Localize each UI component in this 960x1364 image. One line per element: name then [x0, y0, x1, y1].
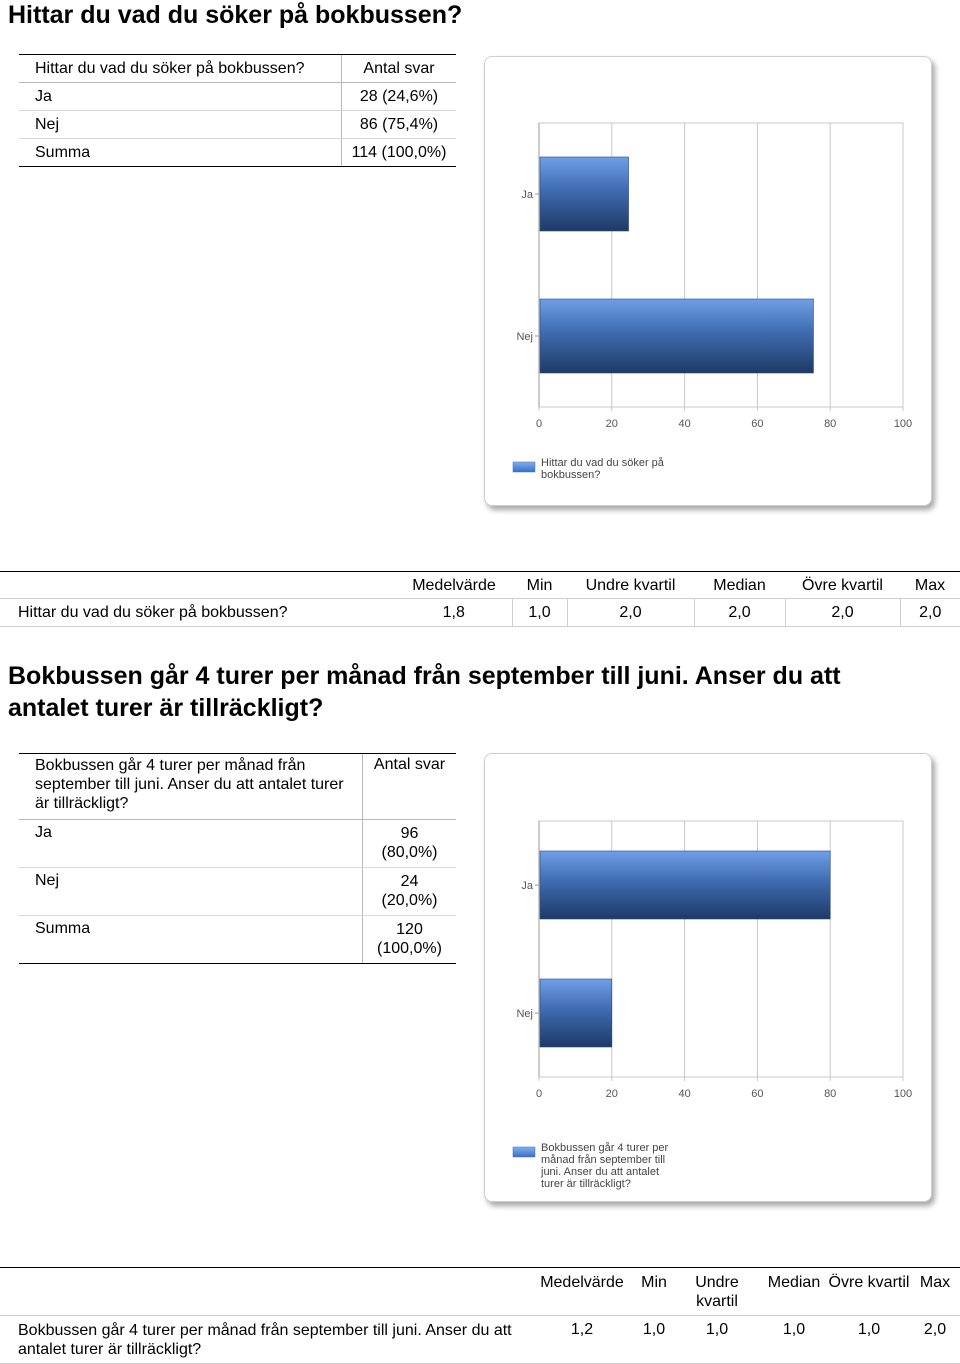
question-header: Hittar du vad du söker på bokbussen?	[19, 54, 342, 83]
stats-row: Hittar du vad du söker på bokbussen? 1,8…	[0, 598, 960, 627]
x-tick-label: 40	[678, 418, 690, 430]
row-value: 24 (20,0%)	[362, 867, 456, 916]
stats-header: Övre kvartil	[828, 1267, 910, 1316]
count-header: Antal svar	[362, 753, 456, 820]
legend-label: Hittar du vad du söker på bokbussen?	[541, 457, 665, 481]
stats-header: Max	[900, 571, 960, 599]
stats-value: 1,0	[760, 1315, 828, 1364]
bar-nej	[539, 978, 613, 1048]
stats-value: 1,8	[396, 598, 512, 627]
table-row: Summa 114 (100,0%)	[19, 138, 456, 167]
stats-header: Undre kvartil	[674, 1267, 760, 1316]
chart-1-svg: 0 20 40 60 80 100 Ja Nej Hittar du vad du söker …	[512, 122, 912, 481]
question-2-heading: Bokbussen går 4 turer per månad från sep…	[8, 662, 841, 722]
x-tick-label: 60	[751, 418, 763, 430]
bar-ja	[539, 850, 831, 920]
y-tick-label: Nej	[516, 331, 533, 343]
stats-header: Övre kvartil	[785, 571, 900, 599]
stats-header: Min	[634, 1267, 674, 1316]
stats-value: 2,0	[899, 598, 960, 627]
table-header-row: Bokbussen går 4 turer per månad från sep…	[19, 753, 456, 820]
row-label: Summa	[19, 138, 342, 167]
stats-value: 2,0	[910, 1315, 960, 1364]
y-tick-label: Nej	[516, 1008, 533, 1020]
x-tick-label: 20	[606, 418, 618, 430]
stats-header: Undre kvartil	[567, 571, 694, 599]
row-value: 86 (75,4%)	[341, 110, 456, 139]
frequency-table-1: Hittar du vad du söker på bokbussen? Ant…	[19, 54, 456, 167]
legend-swatch	[512, 1146, 536, 1158]
bar-chart-1: 0 20 40 60 80 100 Ja Nej Hittar du vad du söker …	[484, 56, 932, 506]
stats-header-row: Medelvärde Min Undre kvartil Median Övre…	[0, 571, 960, 599]
table-row: Summa 120 (100,0%)	[19, 915, 456, 964]
stats-value: 2,0	[693, 598, 785, 627]
x-tick-label: 20	[606, 1088, 618, 1100]
stats-value: 2,0	[784, 598, 900, 627]
table-row: Ja 28 (24,6%)	[19, 82, 456, 111]
bar-nej	[539, 298, 814, 374]
stats-header-row: Medelvärde Min Undre kvartil Median Övre…	[0, 1267, 960, 1316]
stats-header: Median	[694, 571, 785, 599]
table-row: Nej 86 (75,4%)	[19, 110, 456, 139]
question-1-heading: Hittar du vad du söker på bokbussen?	[8, 1, 463, 29]
x-tick-label: 60	[751, 1088, 763, 1100]
x-tick-label: 100	[894, 418, 912, 430]
bar-chart-2: 0 20 40 60 80 100 Ja Nej Bokbussen går 4 turer p…	[484, 753, 932, 1202]
x-tick-label: 40	[678, 1088, 690, 1100]
x-tick-label: 0	[536, 1088, 542, 1100]
row-value: 96 (80,0%)	[362, 819, 456, 868]
bar-ja	[539, 156, 629, 232]
row-value: 120 (100,0%)	[362, 915, 456, 964]
statistics-table-2: Medelvärde Min Undre kvartil Median Övre…	[0, 1267, 960, 1364]
stats-row-label: Bokbussen går 4 turer per månad från sep…	[0, 1315, 530, 1364]
table-row: Nej 24 (20,0%)	[19, 867, 456, 916]
stats-row: Bokbussen går 4 turer per månad från sep…	[0, 1315, 960, 1364]
row-label: Nej	[19, 110, 342, 139]
x-tick-label: 100	[894, 1088, 912, 1100]
y-tick-label: Ja	[521, 880, 534, 892]
count-header: Antal svar	[341, 54, 456, 83]
statistics-table-1: Medelvärde Min Undre kvartil Median Övre…	[0, 571, 960, 627]
row-label: Summa	[19, 915, 363, 964]
row-value: 28 (24,6%)	[341, 82, 456, 111]
stats-row-label: Hittar du vad du söker på bokbussen?	[0, 598, 396, 627]
stats-value: 1,0	[511, 598, 567, 627]
question-header: Bokbussen går 4 turer per månad från sep…	[19, 753, 363, 820]
stats-value: 2,0	[566, 598, 694, 627]
x-tick-label: 0	[536, 418, 542, 430]
stats-value: 1,2	[530, 1315, 634, 1364]
stats-header: Medelvärde	[396, 571, 512, 599]
stats-value: 1,0	[828, 1315, 910, 1364]
x-tick-label: 80	[824, 418, 836, 430]
row-label: Ja	[19, 82, 342, 111]
x-tick-label: 80	[824, 1088, 836, 1100]
stats-value: 1,0	[674, 1315, 760, 1364]
row-value: 114 (100,0%)	[341, 138, 456, 167]
legend-label: Bokbussen går 4 turer per månad från sept…	[540, 1142, 669, 1190]
stats-header: Medelvärde	[530, 1267, 634, 1316]
table-header-row: Hittar du vad du söker på bokbussen? Ant…	[19, 54, 456, 83]
stats-value: 1,0	[634, 1315, 674, 1364]
stats-header: Max	[910, 1267, 960, 1316]
table-row: Ja 96 (80,0%)	[19, 819, 456, 868]
frequency-table-2: Bokbussen går 4 turer per månad från sep…	[19, 753, 456, 964]
stats-header: Median	[760, 1267, 828, 1316]
legend-swatch	[512, 461, 536, 473]
chart-2-svg: 0 20 40 60 80 100 Ja Nej Bokbussen går 4 turer p…	[512, 820, 912, 1190]
row-label: Nej	[19, 867, 363, 916]
row-label: Ja	[19, 819, 363, 868]
stats-header: Min	[512, 571, 567, 599]
y-tick-label: Ja	[521, 189, 534, 201]
